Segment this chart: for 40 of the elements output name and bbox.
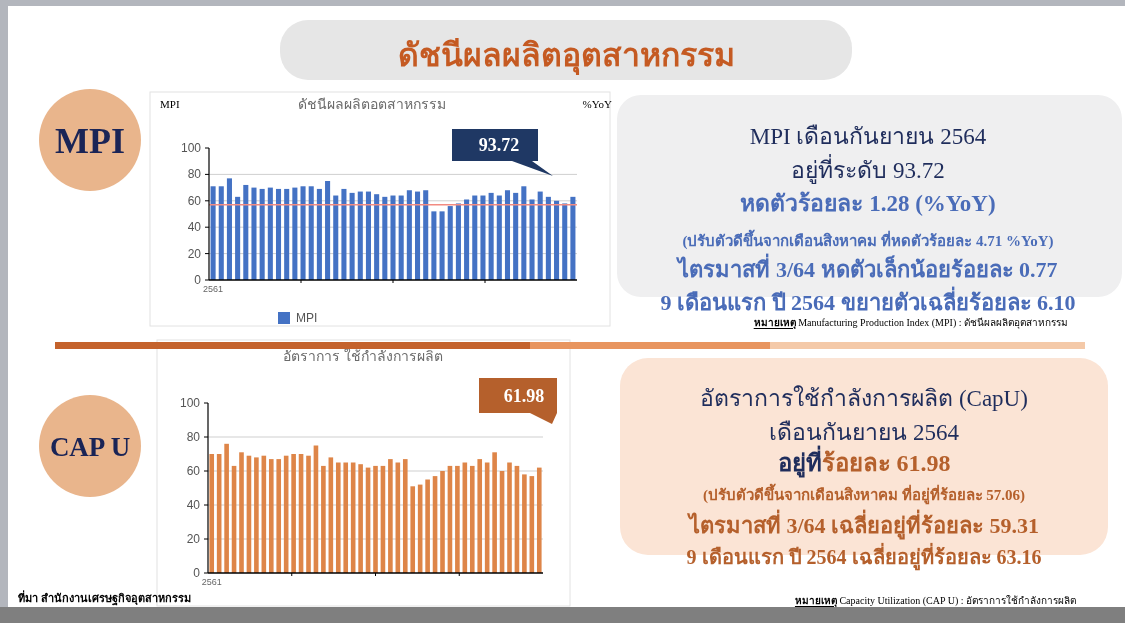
text: ดัชนีผลผลิตอุตสาหกรรม	[397, 37, 735, 76]
text: หมายเหตุ Manufacturing Production Index (MPI) : ดัชนีผลผลิตอุตสาหกรรม	[753, 316, 1068, 329]
text: ร้อยละ 61.98	[821, 450, 951, 476]
annotation: 93.72	[478, 135, 520, 155]
y-tick-label: 80	[186, 430, 201, 444]
text: อยู่ที่	[777, 445, 822, 478]
y-axis-title: MPI	[160, 98, 180, 110]
y-tick-label: 80	[187, 167, 202, 182]
text: ไตรมาสที่ 3/64 เฉลี่ยอยู่ที่ร้อยละ 59.31	[686, 508, 1040, 540]
text: (ปรับตัวดีขึ้นจากเดือนสิงหาคม ที่อยู่ที่ร้อยละ 57.06)	[702, 483, 1026, 505]
x-tick-label: 2561	[201, 577, 222, 587]
text: อัตราการใช้กำลังการผลิต (CapU)	[700, 384, 1028, 411]
chart-title: อัตราการ ใช้กำลังการผลิต	[283, 348, 443, 364]
y-tick-label: 0	[194, 273, 202, 287]
legend-label: MPI	[296, 311, 318, 325]
y-tick-label: 60	[186, 464, 201, 478]
y-tick-label: 20	[186, 532, 201, 546]
text: 9 เดือนแรก ปี 2564 เฉลี่ยอยู่ที่ร้อยละ 63.16	[686, 542, 1042, 571]
text: (ปรับตัวดีขึ้นจากเดือนสิงหาคม ที่หดตัวร้อยละ 4.71 %YoY)	[682, 229, 1054, 250]
text: ไตรมาสที่ 3/64 หดตัวเล็กน้อยร้อยละ 0.77	[676, 252, 1058, 282]
annotation: 61.98	[503, 386, 545, 406]
text: MPI เดือนกันยายน 2564	[749, 123, 987, 149]
text: หดตัวร้อยละ 1.28 (%YoY)	[740, 190, 996, 216]
chart-title: ดัชนีผลผลิตอตสาหกรรม	[298, 96, 446, 112]
text: เดือนกันยายน 2564	[769, 419, 960, 445]
text: หมายเหตุ Capacity Utilization (CAP U) : อัตราการใช้กำลังการผลิต	[794, 594, 1076, 607]
text: ที่มา สำนักงานเศรษฐกิจอุตสาหกรรม	[18, 590, 192, 606]
text: 9 เดือนแรก ปี 2564 ขยายตัวเฉลี่ยร้อยละ 6.10	[660, 285, 1076, 315]
text: CAP U	[49, 432, 131, 462]
y-tick-label: 100	[180, 141, 202, 155]
y-tick-label: 0	[193, 566, 201, 580]
y-tick-label: 100	[179, 396, 201, 410]
y-tick-label: 20	[187, 246, 202, 261]
text: MPI	[55, 121, 125, 161]
y-tick-label: 40	[186, 498, 201, 512]
y-tick-label: 60	[187, 193, 202, 208]
y-tick-label: 40	[187, 220, 202, 235]
text: อยู่ที่ระดับ 93.72	[791, 153, 945, 184]
y2-axis-title: %YoY	[582, 98, 613, 110]
x-tick-label: 2561	[203, 284, 224, 294]
